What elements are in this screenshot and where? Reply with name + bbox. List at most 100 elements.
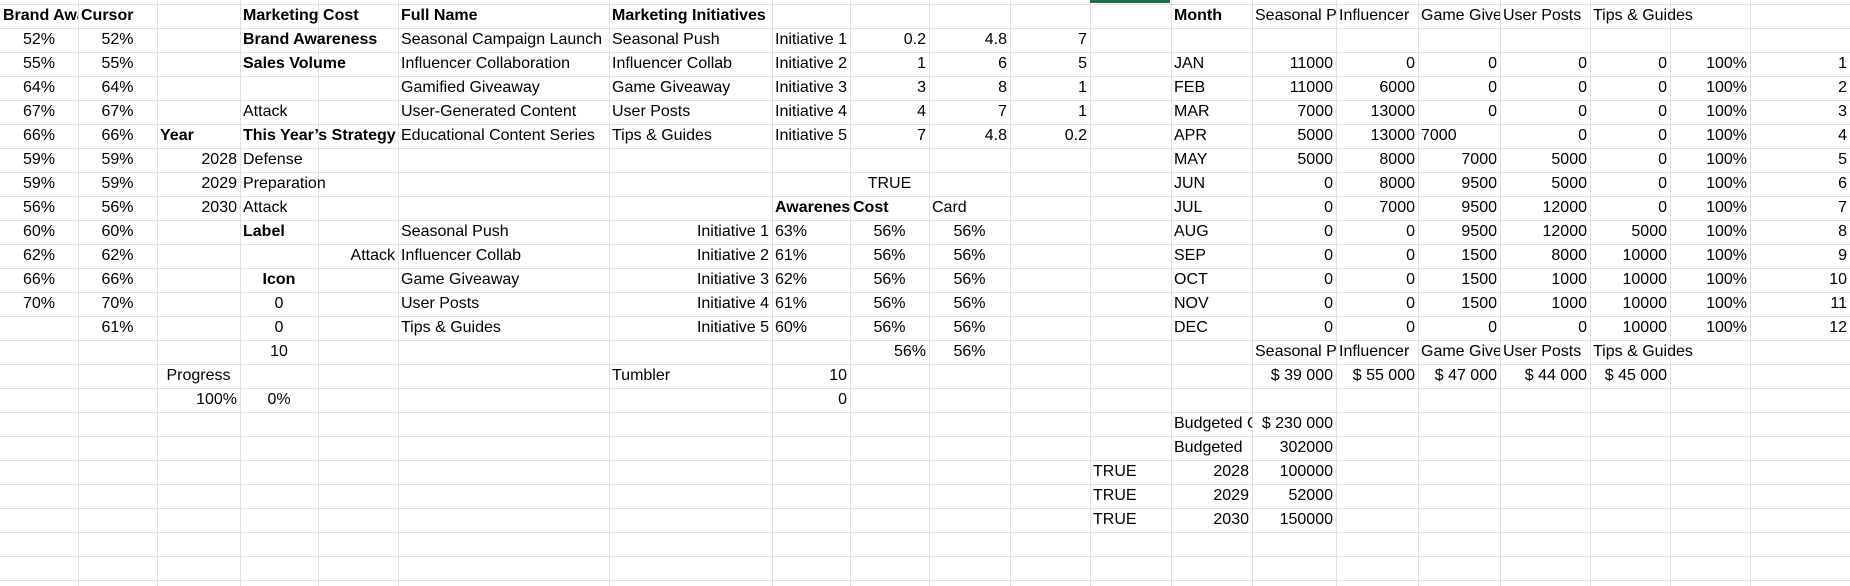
cell[interactable]: 0: [274, 319, 284, 336]
cell[interactable]: 1: [1078, 103, 1087, 120]
cell[interactable]: JUN: [1174, 175, 1206, 192]
cell[interactable]: 10000: [1622, 271, 1668, 288]
cell[interactable]: 0: [1406, 55, 1415, 72]
cell[interactable]: 5000: [1551, 175, 1587, 192]
cell[interactable]: 3: [917, 79, 926, 96]
cell[interactable]: $ 230 000: [1261, 415, 1333, 432]
cell[interactable]: 0: [1406, 271, 1415, 288]
cell[interactable]: 5000: [1631, 223, 1667, 240]
cell[interactable]: 12000: [1542, 223, 1588, 240]
cell[interactable]: Cost: [853, 199, 889, 216]
cell[interactable]: Initiative 4: [696, 295, 769, 312]
cell[interactable]: 100%: [1706, 199, 1747, 216]
cell[interactable]: Initiative 2: [775, 55, 848, 72]
cell[interactable]: $ 55 000: [1352, 367, 1415, 384]
cell[interactable]: 0: [1324, 271, 1333, 288]
cell[interactable]: 0: [838, 391, 847, 408]
cell[interactable]: Initiative 4: [775, 103, 848, 120]
cell[interactable]: 7: [998, 103, 1007, 120]
cell[interactable]: 70%: [101, 295, 134, 312]
cell[interactable]: Influencer Collab: [401, 247, 522, 264]
cell[interactable]: 0: [1488, 79, 1497, 96]
cell[interactable]: FEB: [1174, 79, 1206, 96]
cell[interactable]: 10000: [1622, 319, 1668, 336]
cell[interactable]: 0: [1658, 151, 1667, 168]
cell[interactable]: Initiative 3: [696, 271, 769, 288]
cell[interactable]: 60%: [775, 319, 808, 336]
cell[interactable]: 9500: [1461, 199, 1497, 216]
cell[interactable]: 67%: [22, 103, 56, 120]
cell[interactable]: 56%: [953, 295, 986, 312]
cell[interactable]: APR: [1174, 127, 1207, 144]
cell[interactable]: 56%: [953, 223, 986, 240]
cell[interactable]: 9500: [1461, 175, 1497, 192]
cell[interactable]: 2028: [201, 151, 237, 168]
cell[interactable]: 7000: [1461, 151, 1497, 168]
cell[interactable]: Seasonal Push: [401, 223, 509, 240]
cell[interactable]: 7: [917, 127, 926, 144]
cell[interactable]: 8000: [1379, 175, 1415, 192]
cell[interactable]: TRUE: [1093, 463, 1137, 480]
cell[interactable]: 2029: [201, 175, 237, 192]
cell[interactable]: 100%: [1706, 55, 1747, 72]
cell[interactable]: 56%: [953, 247, 986, 264]
cell[interactable]: NOV: [1174, 295, 1209, 312]
cell[interactable]: 0: [1578, 103, 1587, 120]
cell[interactable]: 2030: [201, 199, 237, 216]
cell[interactable]: 56%: [953, 343, 986, 360]
cell[interactable]: 100%: [196, 391, 237, 408]
cell[interactable]: Brand Awareness: [243, 31, 378, 48]
cell[interactable]: Influencer: [1339, 7, 1410, 24]
cell[interactable]: 61%: [775, 295, 808, 312]
cell[interactable]: 0: [1406, 319, 1415, 336]
cell[interactable]: User Posts: [401, 295, 480, 312]
cell[interactable]: Marketing Initiatives: [612, 7, 766, 24]
cell[interactable]: 8000: [1551, 247, 1587, 264]
cell[interactable]: 2029: [1213, 487, 1249, 504]
cell[interactable]: 0: [1488, 55, 1497, 72]
cell[interactable]: 56%: [873, 295, 906, 312]
cell[interactable]: 59%: [101, 175, 134, 192]
cell[interactable]: Year: [160, 127, 194, 144]
cell[interactable]: 5: [1078, 55, 1087, 72]
cell[interactable]: Sales Volume: [243, 55, 346, 72]
cell[interactable]: 1: [1078, 79, 1087, 96]
cell[interactable]: AUG: [1174, 223, 1209, 240]
cell[interactable]: 5: [1838, 151, 1847, 168]
cell[interactable]: 10: [1829, 271, 1847, 288]
cell[interactable]: 0: [1324, 319, 1333, 336]
cell[interactable]: 5000: [1551, 151, 1587, 168]
cell[interactable]: 0.2: [903, 31, 926, 48]
cell[interactable]: 0: [1406, 223, 1415, 240]
cell[interactable]: 5000: [1297, 127, 1333, 144]
cell[interactable]: Defense: [243, 151, 303, 168]
cell[interactable]: 100%: [1706, 103, 1747, 120]
cell[interactable]: 0: [1324, 247, 1333, 264]
cell[interactable]: 52%: [22, 31, 56, 48]
cell[interactable]: Label: [243, 223, 285, 240]
cell[interactable]: 62%: [101, 247, 134, 264]
cell[interactable]: 0: [1578, 55, 1587, 72]
cell[interactable]: Budgeted Cost: [1174, 415, 1252, 432]
cell[interactable]: 100%: [1706, 319, 1747, 336]
cell[interactable]: 5000: [1297, 151, 1333, 168]
cell[interactable]: 4.8: [984, 31, 1007, 48]
cell[interactable]: Game Giveaway: [612, 79, 731, 96]
cell[interactable]: 0: [1324, 223, 1333, 240]
cell[interactable]: 7000: [1379, 199, 1415, 216]
cell[interactable]: Month: [1174, 7, 1222, 24]
cell[interactable]: Seasonal Campaign Launch: [401, 31, 603, 48]
cell[interactable]: 1500: [1461, 247, 1497, 264]
cell[interactable]: 55%: [101, 55, 134, 72]
cell[interactable]: 10: [270, 343, 288, 360]
cell[interactable]: Influencer Collaboration: [401, 55, 570, 72]
cell[interactable]: 56%: [873, 271, 906, 288]
cell[interactable]: 3: [1838, 103, 1847, 120]
cell[interactable]: User Posts: [1503, 7, 1582, 24]
cell[interactable]: 0%: [267, 391, 291, 408]
cell[interactable]: Awareness: [775, 199, 850, 216]
cell[interactable]: Seasonal Push: [1255, 7, 1336, 24]
cell[interactable]: 10000: [1622, 247, 1668, 264]
cell[interactable]: 62%: [775, 271, 808, 288]
